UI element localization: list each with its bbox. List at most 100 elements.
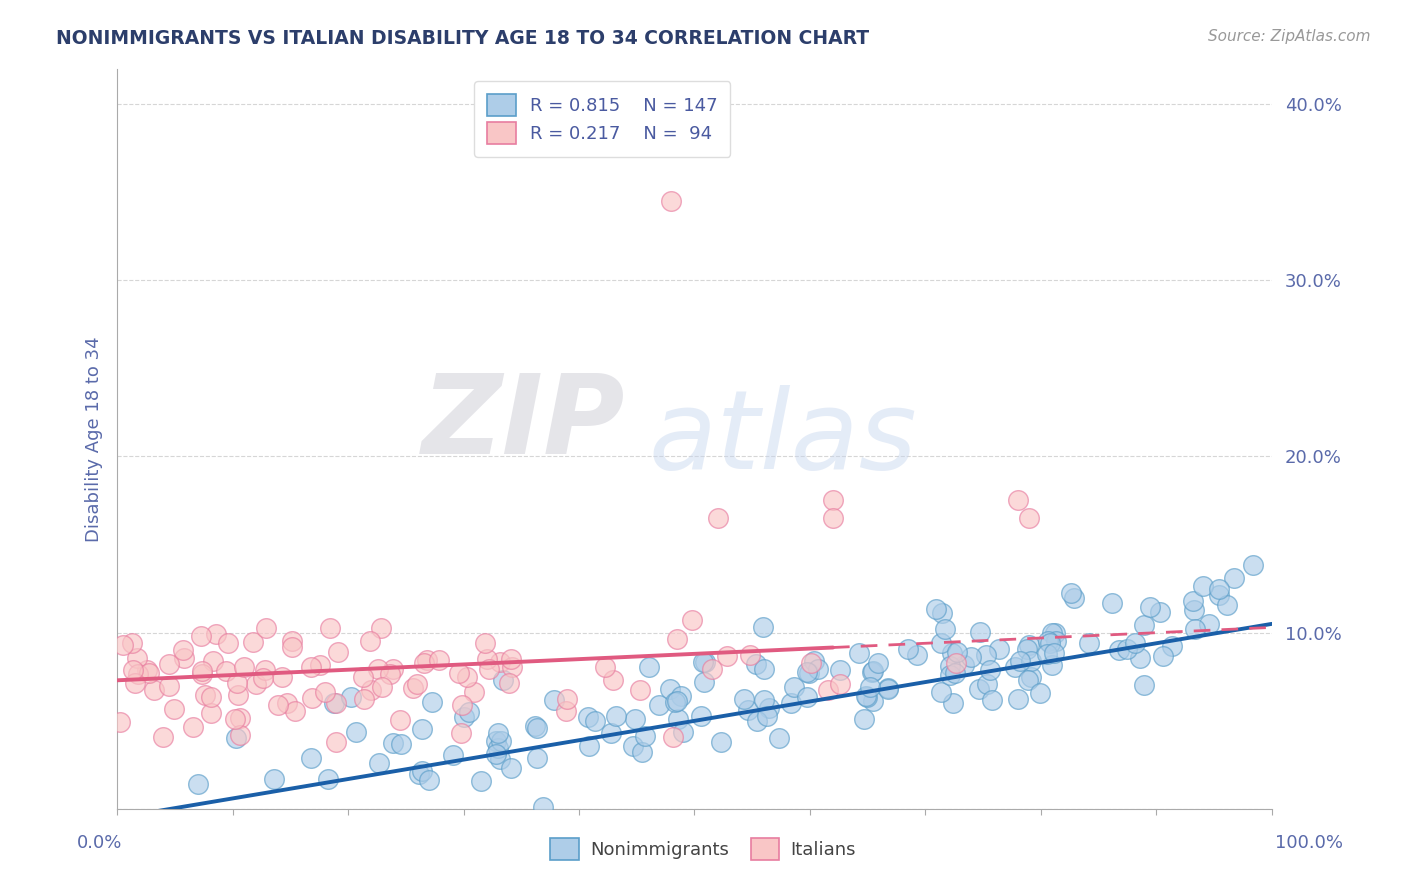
Point — [783, 681, 806, 695]
Point — [326, 645, 349, 659]
Point — [659, 194, 682, 208]
Point — [416, 652, 439, 666]
Point — [389, 714, 412, 728]
Point — [427, 652, 450, 666]
Point — [1004, 660, 1026, 674]
Point — [974, 648, 997, 662]
Point — [224, 712, 246, 726]
Point — [225, 731, 247, 745]
Point — [1007, 493, 1029, 508]
Point — [1223, 572, 1246, 586]
Point — [621, 739, 644, 754]
Point — [280, 634, 302, 648]
Point — [353, 692, 375, 706]
Point — [987, 641, 1010, 656]
Point — [263, 772, 285, 786]
Point — [271, 670, 294, 684]
Point — [752, 662, 775, 676]
Point — [486, 726, 509, 740]
Point — [803, 654, 825, 668]
Point — [1133, 617, 1156, 632]
Point — [1036, 633, 1059, 648]
Point — [526, 721, 548, 735]
Y-axis label: Disability Age 18 to 34: Disability Age 18 to 34 — [86, 336, 103, 541]
Point — [411, 723, 433, 737]
Point — [319, 621, 342, 635]
Point — [665, 632, 688, 646]
Point — [733, 692, 755, 706]
Point — [661, 730, 683, 744]
Point — [945, 657, 967, 671]
Point — [860, 665, 883, 679]
Point — [187, 776, 209, 790]
Point — [1116, 642, 1139, 657]
Point — [485, 747, 508, 761]
Point — [450, 698, 472, 712]
Point — [1040, 657, 1063, 672]
Point — [233, 659, 256, 673]
Point — [859, 680, 882, 694]
Point — [693, 674, 716, 689]
Point — [716, 648, 738, 663]
Point — [458, 705, 481, 719]
Point — [301, 691, 323, 706]
Point — [1017, 673, 1039, 687]
Point — [969, 624, 991, 639]
Point — [807, 662, 830, 676]
Text: atlas: atlas — [648, 385, 917, 492]
Point — [599, 726, 621, 740]
Point — [125, 650, 148, 665]
Point — [981, 693, 1004, 707]
Text: Source: ZipAtlas.com: Source: ZipAtlas.com — [1208, 29, 1371, 45]
Point — [1182, 594, 1205, 608]
Point — [738, 648, 761, 662]
Point — [952, 658, 974, 673]
Point — [1018, 638, 1040, 652]
Point — [371, 681, 394, 695]
Point — [1182, 603, 1205, 617]
Point — [931, 606, 953, 620]
Point — [1139, 600, 1161, 615]
Point — [478, 662, 501, 676]
Point — [267, 698, 290, 712]
Point — [447, 666, 470, 681]
Point — [1198, 617, 1220, 632]
Point — [443, 748, 465, 763]
Point — [217, 636, 239, 650]
Point — [190, 629, 212, 643]
Point — [499, 652, 522, 666]
Point — [1077, 635, 1099, 649]
Point — [474, 636, 496, 650]
Point — [284, 704, 307, 718]
Point — [938, 658, 960, 673]
Point — [281, 640, 304, 655]
Point — [488, 655, 510, 669]
Point — [578, 739, 600, 753]
Point — [411, 764, 433, 779]
Point — [1036, 647, 1059, 661]
Point — [1015, 642, 1038, 657]
Point — [1008, 654, 1031, 668]
Point — [498, 676, 520, 690]
Point — [299, 751, 322, 765]
Point — [576, 710, 599, 724]
Point — [555, 691, 578, 706]
Point — [389, 737, 412, 751]
Point — [405, 677, 427, 691]
Point — [638, 660, 661, 674]
Point — [1160, 639, 1182, 653]
Point — [630, 745, 652, 759]
Point — [695, 655, 717, 669]
Point — [308, 657, 330, 672]
Point — [226, 688, 249, 702]
Point — [664, 695, 686, 709]
Point — [299, 659, 322, 673]
Legend: Nonimmigrants, Italians: Nonimmigrants, Italians — [543, 830, 863, 867]
Point — [276, 697, 298, 711]
Point — [1208, 588, 1230, 602]
Point — [408, 767, 430, 781]
Point — [666, 712, 689, 726]
Legend: R = 0.815    N = 147, R = 0.217    N =  94: R = 0.815 N = 147, R = 0.217 N = 94 — [474, 81, 730, 157]
Point — [1101, 596, 1123, 610]
Point — [979, 664, 1001, 678]
